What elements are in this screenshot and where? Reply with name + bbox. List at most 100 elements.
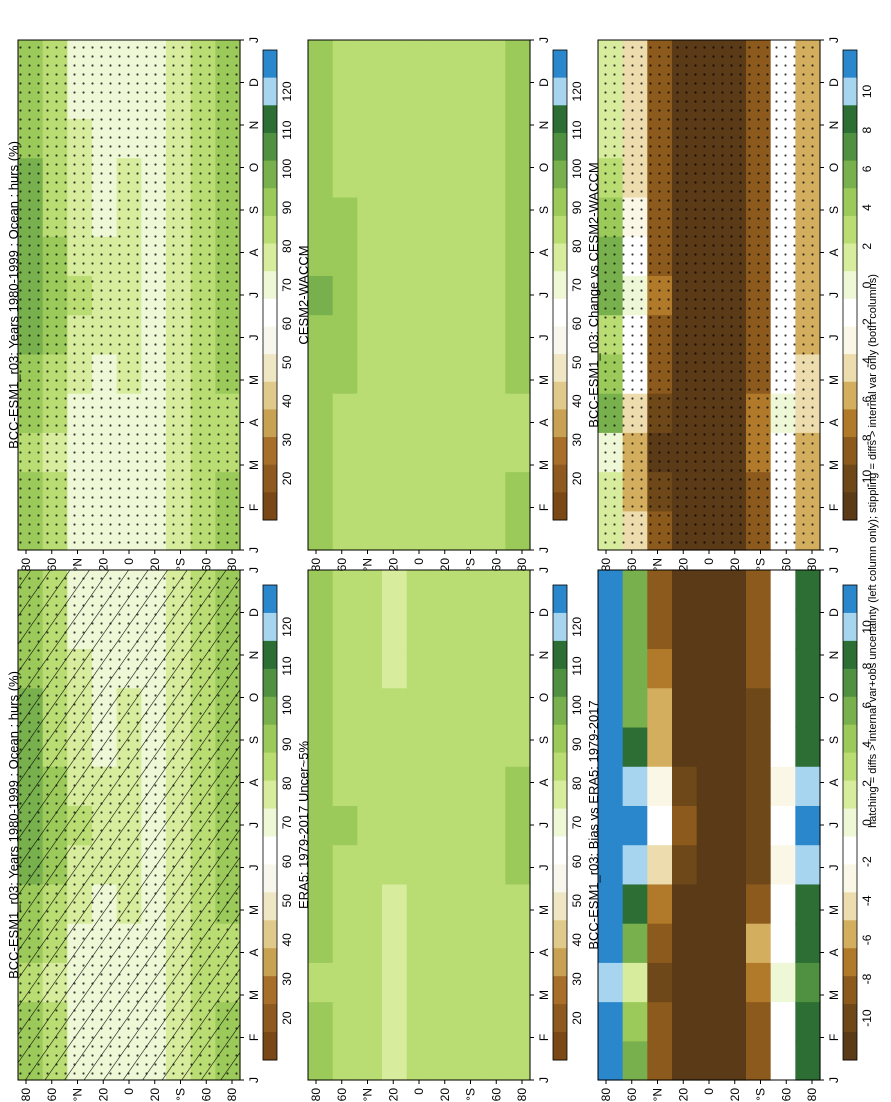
heatmap-cell bbox=[647, 805, 673, 846]
heatmap-cell bbox=[746, 687, 772, 728]
x-tick-label: J bbox=[827, 822, 841, 828]
x-tick-label: M bbox=[827, 375, 841, 385]
colorbar-swatch bbox=[263, 437, 277, 466]
x-tick-label: J bbox=[537, 865, 551, 871]
heatmap-cell bbox=[480, 609, 506, 650]
colorbar-label: 10 bbox=[860, 84, 874, 98]
colorbar-label: -8 bbox=[860, 434, 874, 445]
colorbar-swatch bbox=[553, 354, 567, 383]
heatmap-cell bbox=[332, 883, 358, 924]
heatmap-cell bbox=[647, 962, 673, 1003]
colorbar-label: 0 bbox=[860, 819, 874, 826]
colorbar-label: 40 bbox=[570, 933, 584, 947]
colorbar-label: 50 bbox=[570, 355, 584, 369]
heatmap-cell bbox=[456, 687, 482, 728]
heatmap-cell bbox=[406, 275, 432, 316]
colorbar-label: 90 bbox=[280, 737, 294, 751]
colorbar-label: 8 bbox=[860, 127, 874, 134]
colorbar-swatch bbox=[843, 948, 857, 977]
heatmap-cell bbox=[308, 766, 334, 806]
colorbar-swatch bbox=[843, 724, 857, 754]
x-tick-label: D bbox=[247, 78, 261, 87]
heatmap-cell bbox=[505, 844, 531, 885]
y-tick-label: 20 bbox=[148, 558, 162, 572]
colorbar-label: 70 bbox=[570, 278, 584, 292]
colorbar-label: 80 bbox=[570, 239, 584, 253]
colorbar-swatch bbox=[843, 160, 857, 189]
heatmap-cell bbox=[672, 1040, 698, 1081]
colorbar-swatch bbox=[263, 836, 277, 865]
heatmap-cell bbox=[382, 118, 408, 159]
heatmap-cell bbox=[456, 393, 482, 433]
heatmap-cell bbox=[672, 923, 698, 963]
heatmap-cell bbox=[721, 1040, 747, 1081]
heatmap-cell bbox=[795, 726, 821, 767]
colorbar-swatch bbox=[553, 1004, 567, 1033]
heatmap-cell bbox=[382, 766, 408, 806]
heatmap-cell bbox=[332, 196, 358, 237]
colorbar-swatch bbox=[263, 808, 277, 837]
heatmap-cell bbox=[746, 570, 772, 610]
x-tick-label: N bbox=[827, 121, 841, 130]
colorbar-label: 50 bbox=[570, 894, 584, 908]
colorbar-swatch bbox=[843, 1004, 857, 1033]
x-tick-label: M bbox=[827, 905, 841, 915]
heatmap-cell bbox=[505, 883, 531, 924]
x-tick-label: D bbox=[247, 608, 261, 617]
colorbar-swatch bbox=[553, 326, 567, 355]
panel-middle-left: J F M A M J J A S O N D J 80 60 °N 20 0 20 °S 60 80 120 110 100 9… bbox=[296, 567, 584, 1101]
heatmap-cell bbox=[598, 962, 624, 1003]
heatmap-cell bbox=[406, 570, 432, 610]
colorbar-swatch bbox=[263, 381, 277, 410]
heatmap-cell bbox=[672, 1001, 698, 1042]
colorbar-swatch bbox=[553, 780, 567, 810]
colorbar-label: -10 bbox=[860, 470, 874, 488]
colorbar-swatch bbox=[843, 409, 857, 438]
x-tick-label: F bbox=[537, 504, 551, 511]
heatmap-cell bbox=[431, 1040, 457, 1081]
heatmap-cell bbox=[480, 962, 506, 1003]
heatmap-cell bbox=[622, 766, 648, 806]
colorbar-swatch bbox=[263, 188, 277, 217]
y-tick-label: 60 bbox=[199, 1088, 213, 1102]
heatmap-cell bbox=[480, 275, 506, 316]
x-tick-label: J bbox=[827, 567, 841, 573]
panel-title: BCC-ESM1_r03: Bias vs ERA5: 1979-2017 bbox=[586, 700, 601, 949]
heatmap-cell bbox=[308, 570, 334, 610]
colorbar-label: 120 bbox=[280, 81, 294, 101]
colorbar-label: 70 bbox=[280, 278, 294, 292]
y-tick-label: 20 bbox=[676, 558, 690, 572]
heatmap-cell bbox=[308, 393, 334, 433]
heatmap-cell bbox=[357, 726, 383, 767]
heatmap-cell bbox=[505, 962, 531, 1003]
colorbar-label: 20 bbox=[570, 472, 584, 486]
heatmap-cell bbox=[382, 196, 408, 237]
y-tick-label: 20 bbox=[728, 1088, 742, 1102]
x-tick-label: F bbox=[247, 1034, 261, 1041]
colorbar-swatch bbox=[843, 808, 857, 837]
colorbar-label: -6 bbox=[860, 395, 874, 406]
colorbar-swatch bbox=[553, 409, 567, 438]
heatmap-cell bbox=[795, 923, 821, 963]
heatmap-cell bbox=[721, 923, 747, 963]
colorbar-label: 90 bbox=[570, 737, 584, 751]
colorbar-swatch bbox=[553, 492, 567, 521]
panel-title: CESM2-WACCM bbox=[296, 245, 311, 344]
heatmap-cell bbox=[406, 1040, 432, 1081]
colorbar-swatch bbox=[263, 50, 277, 79]
heatmap-cell bbox=[795, 766, 821, 806]
colorbar-swatch bbox=[843, 836, 857, 865]
heatmap-cell bbox=[480, 766, 506, 806]
y-tick-label: 20 bbox=[96, 1088, 110, 1102]
heatmap-cell bbox=[746, 766, 772, 806]
heatmap-cell bbox=[308, 687, 334, 728]
heatmap-cell bbox=[357, 805, 383, 846]
x-tick-label: J bbox=[827, 292, 841, 298]
colorbar-label: 30 bbox=[280, 972, 294, 986]
heatmap-cell bbox=[357, 157, 383, 198]
y-tick-label: °N bbox=[651, 1088, 665, 1101]
heatmap-cell bbox=[721, 570, 747, 610]
stippling-overlay bbox=[598, 40, 820, 550]
heatmap-cell bbox=[308, 510, 334, 551]
